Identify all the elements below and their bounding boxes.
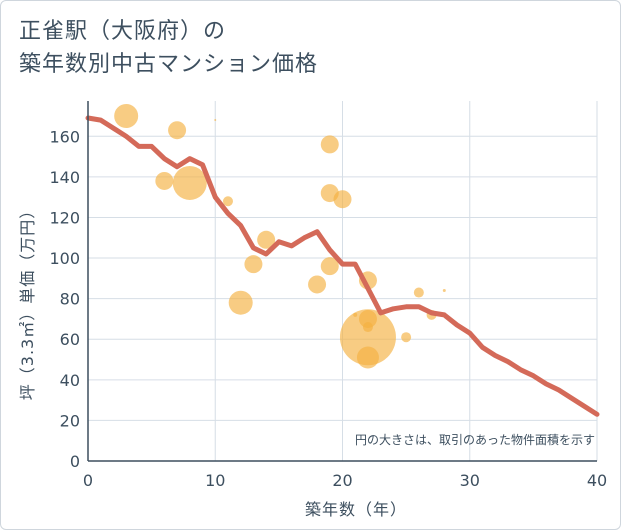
bubble-point bbox=[333, 190, 352, 209]
trend-line bbox=[85, 115, 600, 417]
x-tick-label: 30 bbox=[460, 471, 480, 490]
x-tick-label: 10 bbox=[205, 471, 225, 490]
bubble-point bbox=[114, 104, 139, 128]
bubble-point bbox=[413, 287, 424, 298]
x-tick-label: 40 bbox=[587, 471, 607, 490]
bubble-point bbox=[168, 121, 187, 140]
bubble-point bbox=[257, 230, 276, 249]
bubble-point bbox=[320, 135, 339, 154]
bubble-point bbox=[244, 255, 263, 274]
y-tick-label: 40 bbox=[60, 371, 80, 390]
bubble-point bbox=[362, 322, 373, 333]
bubble-point bbox=[356, 346, 379, 369]
y-tick-label: 120 bbox=[49, 208, 80, 227]
y-axis-label: 坪（3.3㎡）単価（万円） bbox=[18, 202, 37, 400]
trend-line-group bbox=[85, 115, 600, 417]
grid-lines bbox=[88, 101, 598, 461]
bubble-point bbox=[353, 312, 358, 317]
bubble-point bbox=[228, 290, 253, 315]
bubble-point bbox=[172, 165, 207, 200]
bubble-point bbox=[214, 119, 217, 122]
bubble-point bbox=[155, 171, 174, 190]
y-tick-label: 60 bbox=[60, 330, 80, 349]
y-tick-label: 80 bbox=[60, 290, 80, 309]
chart-note: 円の大きさは、取引のあった物件面積を示す bbox=[355, 432, 595, 447]
bubble-point bbox=[339, 309, 396, 366]
y-tick-labels: 0 20 40 60 80 100 120 140 160 bbox=[49, 127, 80, 471]
y-tick-label: 20 bbox=[60, 411, 80, 430]
x-axis-label: 築年数（年） bbox=[305, 500, 407, 519]
y-tick-label: 100 bbox=[49, 249, 80, 268]
x-tick-label: 20 bbox=[332, 471, 352, 490]
chart-title-line1: 正雀駅（大阪府）の bbox=[19, 19, 227, 44]
chart-title: 正雀駅（大阪府）の 築年数別中古マンション価格 bbox=[19, 15, 318, 81]
y-tick-label: 160 bbox=[49, 127, 80, 146]
chart-title-line2: 築年数別中古マンション価格 bbox=[19, 52, 319, 77]
bubble-point bbox=[401, 332, 412, 343]
axes bbox=[87, 101, 597, 462]
bubble-point bbox=[320, 257, 339, 276]
x-tick-label: 0 bbox=[83, 471, 93, 490]
bubble-point bbox=[222, 196, 233, 207]
x-tick-labels: 0 10 20 30 40 bbox=[83, 471, 607, 490]
bubble-series bbox=[114, 104, 446, 369]
y-tick-label: 0 bbox=[70, 452, 80, 471]
y-tick-label: 140 bbox=[49, 168, 80, 187]
bubble-point bbox=[442, 289, 446, 293]
bubble-point bbox=[308, 275, 327, 294]
